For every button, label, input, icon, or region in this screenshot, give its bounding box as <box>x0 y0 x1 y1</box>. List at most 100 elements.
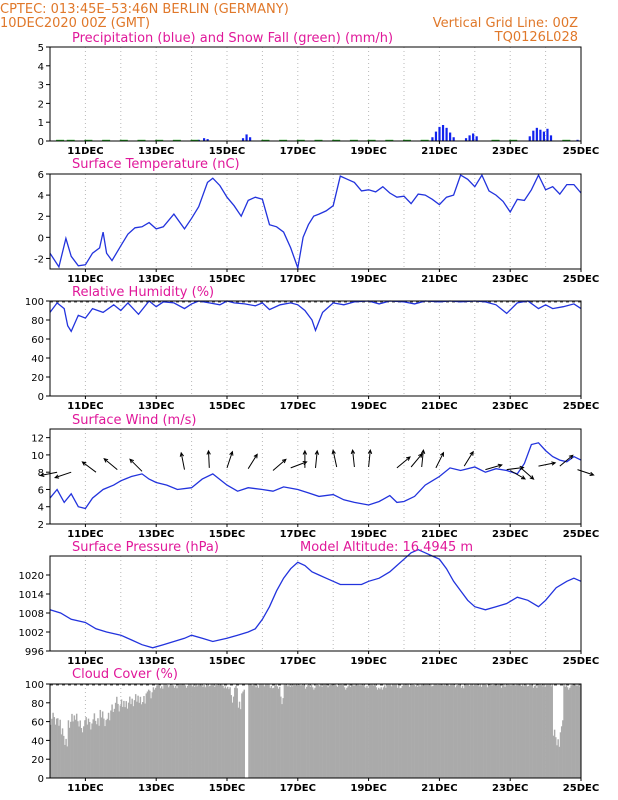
y-tick-label: 1014 <box>19 590 44 601</box>
cloud-bar <box>241 693 243 778</box>
x-tick-label: 15DEC <box>209 401 245 412</box>
cloud-bar <box>144 703 146 778</box>
snow-bar <box>403 139 411 141</box>
cloud-bar <box>164 684 166 778</box>
cloud-bar <box>295 685 297 778</box>
cloud-bar <box>512 685 515 778</box>
y-tick-label: 2 <box>38 99 44 110</box>
cloud-bar <box>177 685 179 778</box>
cloud-frame <box>49 683 582 779</box>
cloud-bar <box>315 684 317 778</box>
cloud-bar <box>457 684 459 778</box>
x-tick-label: 19DEC <box>350 401 386 412</box>
y-tick-label: 60 <box>31 718 44 729</box>
cloud-bar <box>137 695 139 778</box>
cloud-bar <box>470 684 472 778</box>
cloud-bar <box>130 704 132 778</box>
cloud-bar <box>485 684 487 778</box>
x-tick-label: 19DEC <box>350 529 386 540</box>
cloud-bar <box>255 687 257 778</box>
cloud-bar <box>531 685 533 778</box>
cloud-bar <box>402 684 405 778</box>
wind-frame <box>49 428 582 525</box>
temperature-frame <box>49 173 582 270</box>
cloud-title: Cloud Cover (%) <box>72 667 178 682</box>
snow-bar <box>332 139 341 141</box>
cloud-bar <box>339 684 341 778</box>
cloud-bar <box>170 684 172 778</box>
cloud-bar <box>68 727 71 778</box>
cloud-bar <box>172 685 175 778</box>
cloud-bar <box>322 684 325 778</box>
cloud-bar <box>376 689 379 778</box>
cloud-bar <box>230 695 233 778</box>
x-tick-label: 15DEC <box>209 529 245 540</box>
y-tick-label: 2 <box>38 212 44 223</box>
cloud-bar <box>132 706 135 778</box>
cloud-bar <box>234 687 236 778</box>
cloud-bar <box>103 718 105 778</box>
cloud-bar <box>117 703 119 778</box>
x-tick-label: 25DEC <box>563 146 599 157</box>
cloud-bar <box>320 684 322 778</box>
precip-bar <box>241 138 245 141</box>
cloud-bar <box>98 725 100 778</box>
cloud-bar <box>451 684 453 778</box>
cloud-bar <box>71 713 73 778</box>
cloud-bar <box>513 684 516 778</box>
cloud-bar <box>349 686 352 778</box>
snow-bar <box>367 139 376 141</box>
pressure-series-line <box>49 548 582 649</box>
cloud-bar <box>155 687 157 778</box>
cloud-bar <box>75 713 78 778</box>
cloud-bar <box>479 684 481 778</box>
cloud-bar <box>340 684 342 778</box>
cloud-bar <box>84 720 86 778</box>
cloud-bar <box>575 684 577 778</box>
cloud-bar <box>153 689 156 778</box>
cloud-bar <box>365 687 367 778</box>
cloud-bar <box>231 702 234 778</box>
cloud-bar <box>211 684 214 778</box>
precip-bar <box>464 138 468 141</box>
cloud-bar <box>327 687 329 778</box>
humidity-panel: 0 20 40 60 80 100 11DEC 13DEC 15DEC 17DEC 19DEC 21D… <box>25 285 599 412</box>
y-tick-label: 0 <box>38 392 44 403</box>
cloud-bar <box>256 685 258 778</box>
cloud-bar <box>184 685 186 778</box>
cloud-bar <box>360 684 362 778</box>
cloud-bar <box>367 688 369 778</box>
wind-panel: 2 4 6 8 10 12 11DEC 13DEC 15DEC 17DEC 19DEC 21DEC 23… <box>31 413 599 540</box>
cloud-bar <box>252 684 255 778</box>
cloud-bar <box>191 686 194 778</box>
x-tick-label: 13DEC <box>138 529 174 540</box>
cloud-bar <box>490 684 492 778</box>
cloud-bar <box>453 684 456 778</box>
wind-arrow <box>54 471 72 479</box>
snow-bar <box>190 139 199 141</box>
cloud-bar <box>221 684 223 778</box>
cloud-bar <box>86 724 89 778</box>
x-tick-label: 11DEC <box>67 401 103 412</box>
cloud-bar <box>465 684 467 778</box>
cloud-bar <box>467 684 470 778</box>
cloud-bar <box>375 687 378 778</box>
wind-arrow <box>331 449 338 468</box>
cloud-bar <box>543 684 545 778</box>
wind-arrow <box>485 463 503 471</box>
cloud-bar <box>57 718 59 778</box>
cloud-bar <box>578 686 581 778</box>
cloud-bar <box>429 684 432 778</box>
cloud-bar <box>439 684 441 778</box>
cloud-bar <box>526 686 529 778</box>
cloud-bar <box>484 684 486 778</box>
cloud-bar <box>405 684 407 778</box>
cloud-bar <box>158 685 161 778</box>
snow-bar <box>314 139 323 141</box>
precip-bar <box>449 132 452 141</box>
cloud-bar <box>143 696 145 778</box>
cloud-bar <box>265 684 268 778</box>
cloud-bar <box>251 685 254 778</box>
cloud-bar <box>374 684 376 778</box>
